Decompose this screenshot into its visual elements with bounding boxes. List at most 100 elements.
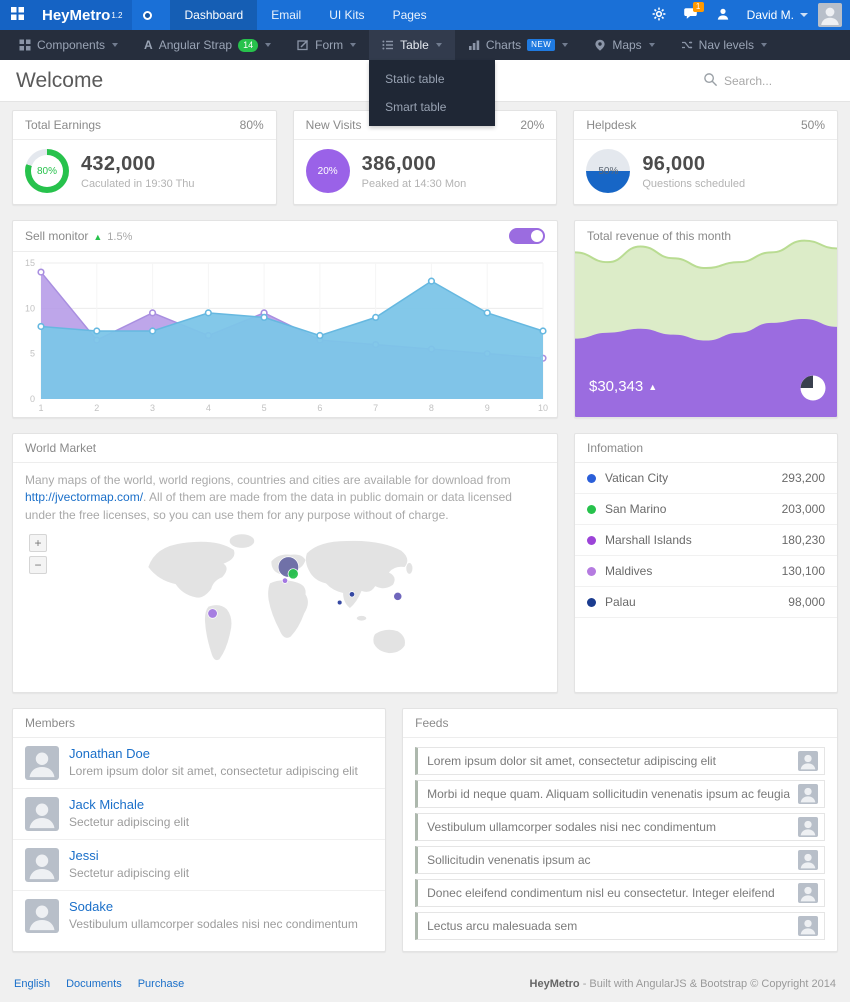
svg-text:10: 10 — [538, 403, 548, 413]
country-value: 203,000 — [781, 502, 825, 516]
card-header: Members — [13, 709, 386, 738]
menubar-item-form[interactable]: Form — [284, 30, 369, 60]
topnav-item-pages[interactable]: Pages — [392, 8, 427, 22]
member-row: Jessi Sectetur adipiscing elit — [13, 840, 386, 891]
member-avatar — [25, 746, 59, 780]
member-desc: Lorem ipsum dolor sit amet, consectetur … — [69, 764, 358, 778]
brand[interactable]: HeyMetro 1.2 — [34, 0, 133, 30]
stat-percent: 50% — [800, 118, 826, 132]
stat-value: 96,000 — [642, 152, 706, 175]
menu-item-smart-table[interactable]: Smart table — [385, 100, 447, 114]
menubar-item-label: Charts — [485, 38, 522, 52]
zoom-in-button[interactable]: + — [29, 534, 47, 553]
user-avatar[interactable] — [818, 3, 842, 27]
profile-shortcut-button[interactable] — [709, 0, 737, 30]
topnav-item-email[interactable]: Email — [271, 8, 302, 22]
country-value: 180,230 — [781, 533, 825, 547]
sell-monitor-toggle[interactable] — [509, 228, 545, 244]
menubar-item-angular-strap[interactable]: A Angular Strap 14 — [131, 30, 284, 60]
svg-text:3: 3 — [150, 403, 155, 413]
footer-link-english[interactable]: English — [14, 978, 51, 990]
feeds-list: Lorem ipsum dolor sit amet, consectetur … — [403, 738, 837, 951]
feed-item: Vestibulum ullamcorper sodales nisi nec … — [415, 813, 825, 841]
sell-monitor-chart: 0 5 10 15 1 2 3 4 5 6 7 8 9 10 — [13, 252, 557, 418]
search-input[interactable] — [724, 73, 834, 88]
zoom-out-button[interactable]: − — [29, 556, 47, 575]
topbar: HeyMetro 1.2 Dashboard Email UI Kits Page… — [0, 0, 850, 30]
member-name-link[interactable]: Sodake — [69, 899, 114, 914]
footer-link-documents[interactable]: Documents — [66, 978, 122, 990]
member-desc: Sectetur adipiscing elit — [69, 815, 190, 829]
member-name-link[interactable]: Jessi — [69, 848, 99, 863]
feed-text: Donec eleifend condimentum nisl eu conse… — [427, 886, 775, 900]
information-list: Vatican City 293,200 San Marino 203,000 … — [575, 463, 837, 618]
stat-card-total-earnings: Total Earnings 80% 80% 432,000 Caculated… — [12, 110, 277, 205]
footer-credit: HeyMetro - Built with AngularJS & Bootst… — [529, 978, 836, 990]
feeds-card: Feeds Lorem ipsum dolor sit amet, consec… — [402, 708, 838, 952]
menubar-item-label: Nav levels — [698, 38, 755, 52]
ring-icon — [142, 10, 152, 20]
chevron-down-icon — [648, 43, 655, 47]
card-header: Infomation — [575, 434, 837, 463]
member-desc: Vestibulum ullamcorper sodales nisi nec … — [69, 917, 358, 931]
footer-link-purchase[interactable]: Purchase — [137, 978, 185, 990]
information-title: Infomation — [587, 441, 644, 455]
trend-value: 1.5% — [107, 231, 133, 243]
stats-row: Total Earnings 80% 80% 432,000 Caculated… — [12, 110, 839, 205]
info-row: Vatican City 293,200 — [575, 463, 837, 494]
gauge-inner: 50% — [592, 155, 624, 187]
menubar-item-charts[interactable]: Charts NEW — [455, 30, 582, 60]
chevron-down-icon — [265, 43, 272, 47]
world-map-svg[interactable] — [120, 526, 450, 690]
revenue-amount: $30,343 ▲ — [589, 378, 657, 395]
card-header: Sell monitor ▲ 1.5% — [13, 221, 557, 252]
menubar-item-maps[interactable]: Maps — [581, 30, 667, 60]
card-header: Feeds — [403, 709, 837, 738]
country-dot — [587, 504, 596, 514]
gear-icon — [652, 7, 666, 24]
shuffle-icon — [681, 39, 693, 51]
menubar-item-table[interactable]: Table Static table Smart table — [369, 30, 496, 126]
messages-button[interactable]: 1 — [677, 0, 705, 30]
svg-text:1: 1 — [38, 403, 43, 413]
members-card: Members Jonathan Doe Lorem ipsum dolor s… — [12, 708, 387, 952]
chevron-down-icon — [350, 43, 357, 47]
revenue-title: Total revenue of this month — [587, 229, 732, 243]
feed-item: Lectus arcu malesuada sem — [415, 912, 825, 940]
menubar-item-components[interactable]: Components — [6, 30, 131, 60]
country-name: Marshall Islands — [605, 533, 692, 547]
stat-title: Helpdesk — [586, 118, 637, 132]
user-menu[interactable]: David M. — [741, 8, 814, 22]
chevron-down-icon — [761, 43, 768, 47]
member-row: Jack Michale Sectetur adipiscing elit — [13, 789, 386, 840]
revenue-amount-value: $30,343 — [589, 378, 644, 395]
menubar-item-nav-levels[interactable]: Nav levels — [668, 30, 780, 60]
jvectormap-link[interactable]: http://jvectormap.com/ — [25, 490, 144, 505]
menu-item-static-table[interactable]: Static table — [385, 72, 445, 86]
stat-body: 80% 432,000 Caculated in 19:30 Thu — [13, 140, 276, 204]
settings-button[interactable] — [645, 0, 673, 30]
world-market-card: World Market Many maps of the world, wor… — [12, 433, 558, 693]
member-name-link[interactable]: Jack Michale — [69, 797, 145, 812]
topbar-left: HeyMetro 1.2 Dashboard Email UI Kits Page… — [0, 0, 441, 30]
user-name: David M. — [746, 8, 794, 22]
stat-card-helpdesk: Helpdesk 50% 50% 96,000 Questions schedu… — [573, 110, 839, 205]
topnav: Dashboard Email UI Kits Pages — [170, 0, 440, 30]
world-market-text: Many maps of the world, world regions, c… — [25, 473, 512, 522]
app-grid-button[interactable] — [0, 0, 34, 30]
collapse-toggle[interactable] — [132, 0, 162, 30]
feed-avatar — [798, 784, 818, 804]
country-name: Palau — [605, 595, 636, 609]
angular-strap-icon: A — [144, 38, 153, 52]
member-name-link[interactable]: Jonathan Doe — [69, 746, 150, 761]
card-header: New Visits 20% — [293, 111, 557, 140]
new-badge: NEW — [527, 39, 556, 51]
topnav-item-dashboard[interactable]: Dashboard — [170, 0, 258, 30]
country-value: 293,200 — [781, 471, 825, 485]
card-header: Total Earnings 80% — [13, 111, 276, 140]
topnav-item-ui-kits[interactable]: UI Kits — [329, 8, 365, 22]
gauge-inner: 20% — [312, 155, 344, 187]
topbar-right: 1 David M. — [645, 0, 850, 30]
count-badge: 14 — [238, 38, 259, 52]
country-value: 98,000 — [788, 595, 825, 609]
